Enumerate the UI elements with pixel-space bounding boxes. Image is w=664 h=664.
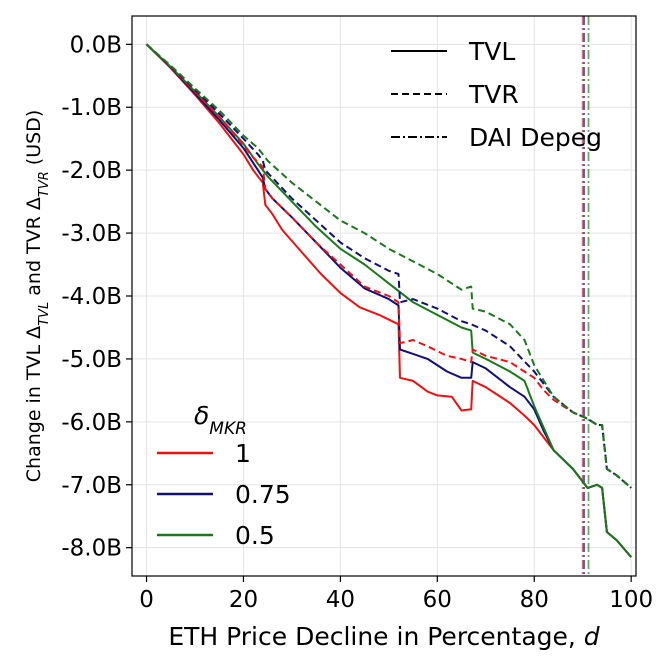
- y-tick-label: -3.0B: [61, 221, 122, 247]
- color-legend-label: 0.5: [235, 521, 275, 550]
- x-axis-label: ETH Price Decline in Percentage, d: [168, 622, 599, 651]
- color-legend-title: δMKR: [194, 401, 247, 439]
- x-tick-label: 0: [139, 587, 154, 613]
- color-legend-label: 0.75: [235, 480, 291, 509]
- x-tick-label: 100: [609, 587, 653, 613]
- y-tick-label: -5.0B: [61, 347, 122, 373]
- axis-ticks: 0 20 40 60 80 100 0.0B -1.0B -2.0B -3.0B -4.0B -5.0…: [61, 32, 653, 613]
- series-line: [145, 43, 632, 489]
- y-tick-label: -6.0B: [61, 410, 122, 436]
- series-lines: [145, 43, 632, 558]
- style-legend-label: TVR: [468, 80, 519, 109]
- x-tick-label: 40: [326, 587, 355, 613]
- x-tick-label: 20: [229, 587, 258, 613]
- style-legend-label: DAI Depeg: [469, 123, 602, 152]
- y-tick-label: -4.0B: [61, 284, 122, 310]
- y-tick-label: -8.0B: [61, 536, 122, 562]
- series-line: [145, 43, 632, 489]
- y-tick-label: 0.0B: [70, 32, 122, 58]
- y-axis-label: Change in TVL ΔTVL and TVR ΔTVR (USD): [23, 110, 52, 482]
- style-legend: TVL TVR DAI Depeg: [391, 37, 602, 152]
- series-line: [145, 43, 632, 489]
- y-tick-label: -7.0B: [61, 473, 122, 499]
- x-tick-label: 80: [520, 587, 549, 613]
- y-tick-label: -2.0B: [61, 158, 122, 184]
- x-tick-label: 60: [423, 587, 452, 613]
- y-tick-label: -1.0B: [61, 95, 122, 121]
- style-legend-label: TVL: [468, 37, 515, 66]
- color-legend-label: 1: [235, 439, 251, 468]
